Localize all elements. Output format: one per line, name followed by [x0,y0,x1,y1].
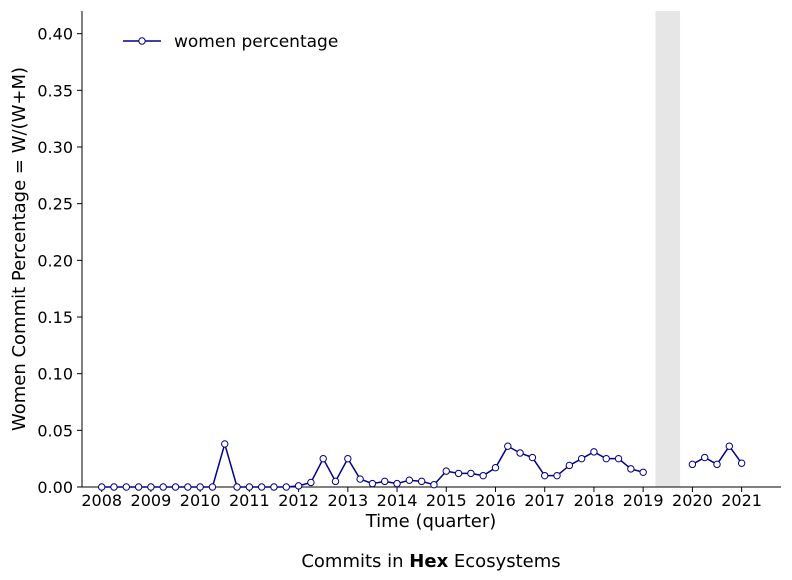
data-point [737,459,746,467]
data-point [368,479,377,488]
data-point [627,465,635,473]
data-point [701,453,709,462]
y-tick-label: 0.30 [37,138,73,157]
y-tick-label: 0.10 [37,365,73,384]
data-point [602,454,610,463]
x-tick-label: 2008 [81,491,122,510]
x-tick-label: 2016 [475,491,516,510]
data-point [590,448,598,456]
x-tick-label: 2013 [327,491,368,510]
data-point [504,442,512,450]
data-point [467,469,475,478]
data-point [270,483,278,491]
data-point [356,475,364,483]
x-tick-label: 2009 [131,491,172,510]
data-point [147,483,155,491]
data-point [430,481,438,489]
y-tick-label: 0.25 [37,195,73,214]
legend-marker [138,37,146,45]
x-tick-label: 2012 [278,491,319,510]
data-point [417,477,426,486]
data-point [171,483,180,491]
data-point [614,454,623,463]
data-point [110,483,118,491]
x-tick-label: 2010 [180,491,221,510]
data-point [516,449,524,457]
data-point [577,454,586,463]
data-point [725,442,734,450]
data-point [393,479,401,488]
data-point [553,471,561,480]
data-point [233,483,241,491]
x-tick-label: 2014 [377,491,418,510]
data-point [319,454,327,463]
data-point [159,483,167,491]
data-point [344,454,352,463]
x-tick-label: 2015 [426,491,467,510]
data-point [405,476,414,484]
data-point [122,483,131,491]
x-tick-label: 2018 [574,491,615,510]
data-point [282,483,290,491]
data-point [208,483,217,491]
data-point [565,461,574,470]
data-point [331,477,340,486]
data-point [307,478,315,487]
data-point [294,482,303,490]
data-point [97,483,106,491]
x-tick-label: 2019 [623,491,664,510]
data-point [479,471,487,480]
data-point [491,464,500,472]
x-axis-label: Time (quarter) [365,511,497,532]
y-axis-label: Women Commit Percentage = W/(W+M) [9,67,30,431]
x-tick-label: 2021 [721,491,762,510]
data-point [134,483,143,491]
legend-label: women percentage [174,32,338,52]
legend: women percentage [123,32,338,52]
data-point [528,453,537,462]
data-point [454,469,463,478]
y-tick-label: 0.05 [37,421,73,440]
x-tick-label: 2020 [672,491,713,510]
data-point [541,471,549,480]
y-tick-label: 0.40 [37,25,73,44]
caption-suffix: Ecosystems [448,551,560,572]
series-layer [97,440,746,491]
data-point [257,483,266,491]
data-point [639,468,647,476]
caption-prefix: Commits in [301,551,409,572]
data-point [196,483,204,491]
y-tick-label: 0.20 [37,251,73,270]
x-tick-label: 2011 [229,491,270,510]
chart-caption: Commits in Hex Ecosystems [301,551,560,572]
data-point [245,483,254,491]
axes-layer: 0.00 0.05 0.10 0.15 0.20 0.25 0.30 0.35 0.40 2008… [37,11,781,510]
caption-bold: Hex [409,551,448,572]
data-point [381,477,389,486]
data-point [184,483,192,491]
shaded-region-layer [655,11,681,487]
shaded-gap-region [655,11,681,487]
data-point [688,460,697,469]
y-tick-label: 0.15 [37,308,73,327]
y-tick-label: 0.00 [37,478,73,497]
data-point [442,467,450,475]
data-point [221,440,229,448]
data-point [713,460,721,469]
x-tick-label: 2017 [524,491,565,510]
y-tick-label: 0.35 [37,81,73,100]
